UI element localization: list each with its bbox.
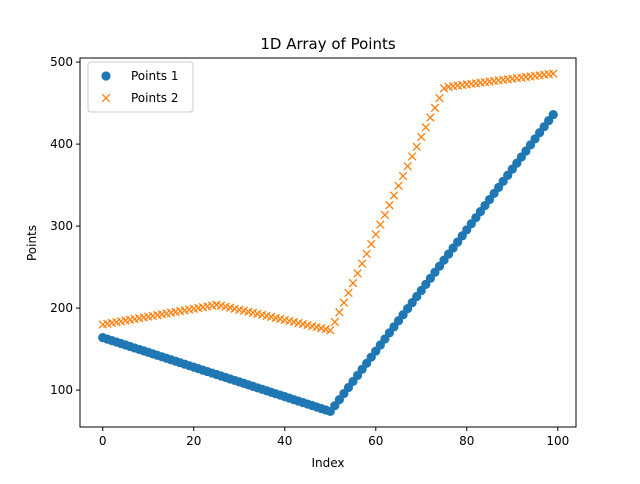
- legend-marker-points-2: [101, 93, 111, 103]
- x-tick-label: 20: [186, 434, 201, 448]
- data-point: [439, 84, 449, 93]
- data-point: [357, 259, 367, 268]
- x-tick-label: 60: [368, 434, 383, 448]
- x-tick-label: 100: [546, 434, 569, 448]
- data-point: [330, 317, 340, 327]
- chart-title: 1D Array of Points: [260, 35, 396, 53]
- data-point: [548, 69, 558, 78]
- plot-frame: [79, 57, 577, 428]
- data-point: [362, 249, 371, 259]
- data-point: [412, 142, 421, 152]
- data-point: [385, 200, 394, 210]
- legend-markers: [101, 71, 111, 103]
- y-tick-label: 300: [50, 219, 73, 233]
- data-point: [426, 113, 435, 122]
- x-axis-label: Index: [311, 456, 344, 470]
- data-point: [366, 239, 376, 249]
- data-point: [548, 109, 558, 120]
- data-point: [380, 210, 390, 220]
- legend: Points 1 Points 2: [87, 61, 194, 113]
- y-tick-label: 100: [50, 383, 73, 397]
- data-point: [407, 152, 417, 161]
- y-tick-label: 500: [50, 55, 73, 69]
- series-2: [98, 69, 558, 335]
- axes: 0 20 40 60 80 100 100 200 300 400 500: [50, 55, 577, 448]
- legend-marker-points-1: [101, 71, 111, 81]
- data-point: [348, 278, 358, 288]
- x-tick-label: 40: [277, 434, 292, 448]
- y-tick-label: 400: [50, 137, 73, 151]
- x-tick-label: 0: [99, 434, 107, 448]
- data-point: [398, 171, 408, 181]
- data-point: [389, 191, 399, 200]
- data-point: [430, 103, 440, 113]
- data-point: [376, 220, 385, 229]
- data-point: [421, 123, 431, 132]
- data-point: [394, 181, 403, 190]
- data-point: [339, 298, 349, 307]
- data-point: [344, 288, 353, 298]
- x-tick-label: 80: [459, 434, 474, 448]
- y-axis-label: Points: [25, 225, 39, 261]
- series-1: [98, 109, 558, 417]
- data-point: [353, 269, 362, 278]
- data-point: [417, 132, 426, 142]
- data-point: [326, 325, 335, 335]
- legend-box: [87, 61, 194, 113]
- data-point: [371, 230, 381, 239]
- legend-label-points-1: Points 1: [131, 69, 179, 83]
- legend-label-points-2: Points 2: [131, 91, 179, 105]
- y-tick-label: 200: [50, 301, 73, 315]
- plot-area: [98, 69, 558, 417]
- data-point: [403, 161, 412, 171]
- data-point: [435, 93, 444, 103]
- data-point: [335, 308, 344, 317]
